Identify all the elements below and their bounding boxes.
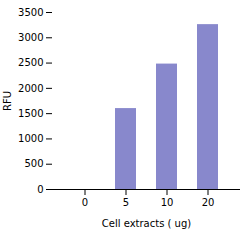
svg-text:500: 500 (24, 158, 43, 169)
svg-text:0: 0 (37, 184, 43, 195)
svg-text:2500: 2500 (18, 57, 43, 68)
svg-text:5: 5 (123, 197, 129, 208)
svg-text:2000: 2000 (18, 83, 43, 94)
svg-text:1500: 1500 (18, 108, 43, 119)
svg-text:1000: 1000 (18, 133, 43, 144)
svg-text:20: 20 (202, 197, 215, 208)
svg-text:3500: 3500 (18, 7, 43, 18)
svg-text:3000: 3000 (18, 32, 43, 43)
svg-text:RFU: RFU (2, 91, 13, 111)
svg-text:0: 0 (82, 197, 88, 208)
svg-text:10: 10 (161, 197, 174, 208)
svg-text:Cell extracts ( ug): Cell extracts ( ug) (102, 218, 191, 229)
